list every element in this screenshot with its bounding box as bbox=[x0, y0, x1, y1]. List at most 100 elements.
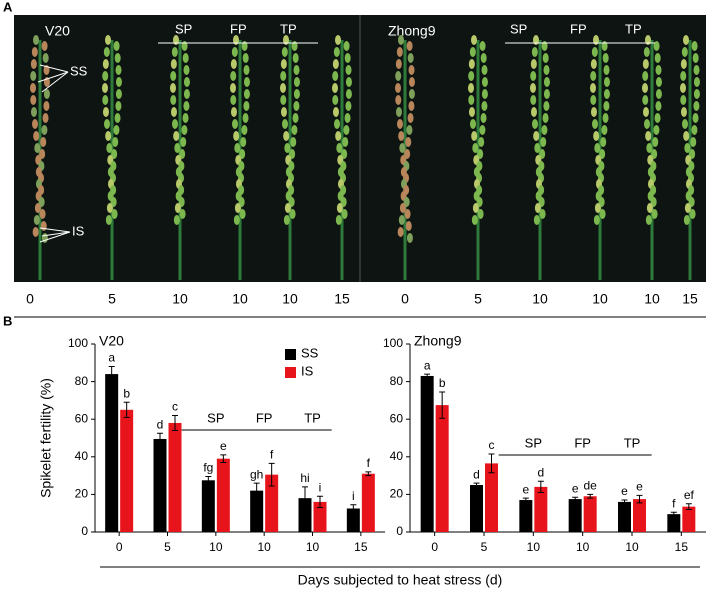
bar bbox=[470, 485, 483, 532]
spikelet bbox=[645, 131, 652, 141]
spikelet bbox=[683, 35, 689, 45]
x-tick-label: 10 bbox=[306, 540, 320, 554]
bar bbox=[361, 473, 375, 532]
significance-letter: gh bbox=[250, 467, 263, 481]
significance-letter: e bbox=[621, 484, 628, 498]
spikelet bbox=[43, 101, 50, 111]
spikelet bbox=[280, 95, 287, 105]
spikelet bbox=[173, 215, 180, 225]
y-tick-label: 100 bbox=[383, 336, 403, 350]
spikelet bbox=[30, 83, 37, 93]
spikelet bbox=[533, 131, 540, 141]
panel-label: A bbox=[3, 0, 13, 14]
spikelet bbox=[343, 125, 350, 135]
spikelet bbox=[33, 215, 40, 225]
spikelet bbox=[113, 125, 120, 135]
spikelet bbox=[280, 107, 287, 117]
spikelet bbox=[40, 137, 47, 147]
spikelet bbox=[646, 143, 653, 153]
spikelet bbox=[642, 59, 649, 69]
spikelet-label: SS bbox=[70, 63, 88, 78]
day-label: 10 bbox=[172, 291, 188, 307]
spikelet bbox=[403, 197, 410, 207]
spikelet bbox=[239, 149, 246, 159]
spikelet bbox=[288, 197, 295, 207]
day-label: 15 bbox=[682, 291, 698, 307]
treatment-label: TP bbox=[304, 410, 321, 425]
significance-letter: hi bbox=[300, 471, 309, 485]
spikelet bbox=[468, 107, 475, 117]
spikelet bbox=[469, 47, 476, 57]
spikelet bbox=[683, 131, 690, 141]
y-tick-label: 0 bbox=[396, 524, 403, 538]
spikelet bbox=[344, 113, 351, 123]
x-axis-label: Days subjected to heat stress (d) bbox=[298, 572, 503, 588]
spikelet bbox=[43, 89, 50, 99]
spikelet bbox=[406, 233, 413, 243]
spikelet bbox=[692, 113, 699, 123]
spikelet bbox=[293, 65, 300, 75]
spikelet bbox=[395, 95, 402, 105]
error-bar bbox=[350, 504, 357, 513]
spikelet bbox=[179, 209, 186, 219]
spikelet bbox=[106, 143, 113, 153]
spikelet bbox=[40, 221, 47, 231]
y-tick-label: 20 bbox=[390, 487, 404, 501]
spikelet bbox=[542, 53, 549, 63]
error-bar bbox=[108, 366, 115, 383]
spikelet bbox=[480, 53, 487, 63]
error-bar bbox=[621, 499, 628, 505]
spikelet bbox=[332, 59, 339, 69]
spikelet bbox=[468, 95, 475, 105]
significance-letter: c bbox=[172, 400, 178, 414]
spikelet bbox=[105, 131, 112, 141]
significance-letter: d bbox=[537, 465, 544, 479]
y-tick-label: 40 bbox=[75, 449, 89, 463]
error-bar bbox=[302, 486, 308, 510]
spikelet bbox=[102, 59, 109, 69]
spikelet bbox=[689, 209, 696, 219]
spikelet bbox=[102, 83, 109, 93]
x-tick-label: 5 bbox=[481, 540, 488, 554]
significance-letter: b bbox=[439, 376, 446, 390]
spikelet bbox=[530, 95, 537, 105]
spikelet bbox=[31, 47, 38, 57]
spikelet bbox=[478, 137, 485, 147]
bar bbox=[519, 500, 533, 532]
spikelet bbox=[683, 215, 690, 225]
spikelet bbox=[543, 89, 550, 99]
bar bbox=[534, 486, 548, 532]
spikelet bbox=[290, 137, 297, 147]
day-label: 5 bbox=[474, 291, 482, 307]
spikelet bbox=[112, 137, 119, 147]
treatment-label: FP bbox=[570, 21, 587, 36]
day-label: 10 bbox=[232, 291, 248, 307]
spikelet bbox=[344, 53, 351, 63]
spikelet bbox=[530, 71, 537, 81]
spikelet bbox=[283, 215, 290, 225]
spikelet bbox=[231, 47, 238, 57]
treatment-label: SP bbox=[207, 410, 224, 425]
day-label: 15 bbox=[334, 291, 350, 307]
spikelet bbox=[42, 53, 49, 63]
spikelet bbox=[651, 149, 658, 159]
spikelet bbox=[179, 149, 186, 159]
day-label: 0 bbox=[26, 291, 34, 307]
spikelet bbox=[395, 83, 402, 93]
significance-letter: e bbox=[572, 481, 579, 495]
error-bar bbox=[205, 476, 212, 485]
spikelet bbox=[600, 137, 607, 147]
spikelet-label: IS bbox=[72, 223, 85, 238]
significance-letter: e bbox=[522, 482, 529, 496]
spikelet bbox=[111, 149, 118, 159]
x-tick-label: 15 bbox=[354, 540, 368, 554]
spikelet bbox=[397, 227, 404, 237]
spikelet bbox=[183, 65, 190, 75]
spikelet bbox=[407, 113, 414, 123]
spikelet bbox=[590, 59, 597, 69]
spikelet bbox=[289, 149, 296, 159]
spikelet bbox=[602, 53, 609, 63]
error-bar bbox=[473, 482, 480, 488]
spikelet bbox=[396, 119, 403, 129]
